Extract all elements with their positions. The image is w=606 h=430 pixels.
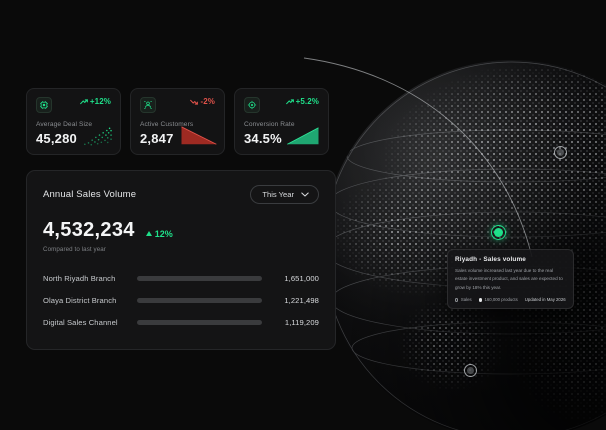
- tooltip-updated: Updated in May 2026: [524, 297, 566, 303]
- trend-down-icon: [190, 99, 199, 105]
- tooltip-footer: Sales 160,000 products Updated in May 20…: [455, 297, 566, 302]
- annual-sales-panel: Annual Sales Volume This Year 4,532,234 …: [26, 170, 336, 350]
- target-icon: [244, 97, 260, 113]
- table-row[interactable]: North Riyadh Branch 1,651,000: [43, 267, 319, 289]
- kpi-sparkline-scatter-up: [84, 127, 112, 146]
- globe-marker-europe[interactable]: [554, 146, 567, 159]
- marker-core-icon: [494, 228, 503, 237]
- tooltip-body: Sales volume increased last year due to …: [455, 268, 563, 290]
- row-label: North Riyadh Branch: [43, 273, 116, 283]
- trend-up-icon: [80, 98, 88, 104]
- kpi-label: Conversion Rate: [244, 121, 295, 128]
- table-row[interactable]: Digital Sales Channel 1,119,209: [43, 311, 319, 333]
- chevron-down-icon: [301, 192, 309, 197]
- tooltip-legend-sales: Sales: [455, 297, 472, 302]
- kpi-delta-badge: +12%: [80, 97, 111, 106]
- hero-subtitle: Compared to last year: [43, 246, 106, 253]
- kpi-delta-value: +5.2%: [295, 97, 319, 106]
- kpi-header: -2%: [140, 97, 215, 113]
- kpi-value: 2,847: [140, 131, 174, 146]
- kpi-delta-value: +12%: [89, 97, 111, 106]
- marker-ring-icon: [554, 146, 567, 159]
- kpi-value: 34.5%: [244, 131, 282, 146]
- trend-up-icon: [285, 98, 294, 104]
- kpi-value: 45,280: [36, 131, 77, 146]
- kpi-card-conversion-rate[interactable]: +5.2% Conversion Rate 34.5%: [234, 88, 329, 155]
- row-value: 1,119,209: [284, 317, 319, 327]
- hero-value: 4,532,234: [43, 219, 135, 241]
- hero-metric: 4,532,234 12%: [43, 219, 319, 242]
- marker-core-icon: [467, 367, 474, 374]
- marker-ring-icon: [464, 364, 477, 377]
- row-value: 1,221,498: [284, 295, 319, 305]
- tooltip-title: Riyadh - Sales volume: [455, 256, 526, 263]
- legend-label: 160,000 products: [484, 297, 518, 303]
- page-title: Annual Sales Volume: [43, 189, 137, 200]
- globe-visual: [322, 60, 606, 430]
- tooltip-legend-products: 160,000 products: [478, 297, 518, 303]
- row-label: Digital Sales Channel: [43, 317, 118, 327]
- kpi-label: Active Customers: [140, 121, 194, 128]
- hero-delta: 12%: [145, 228, 173, 239]
- chip-icon: [36, 97, 52, 113]
- kpi-header: +5.2%: [244, 97, 319, 113]
- period-select[interactable]: This Year: [250, 185, 319, 204]
- globe-marker-africa[interactable]: [464, 364, 477, 377]
- progress-bar-track: [137, 319, 262, 325]
- kpi-header: +12%: [36, 97, 111, 113]
- progress-bar-track: [137, 275, 262, 281]
- kpi-delta-value: -2%: [200, 97, 215, 106]
- panel-header: Annual Sales Volume This Year: [43, 185, 319, 204]
- progress-bar-track: [137, 297, 262, 303]
- marker-core-icon: [557, 149, 564, 156]
- period-select-value: This Year: [262, 190, 294, 199]
- kpi-delta-badge: +5.2%: [285, 97, 319, 106]
- kpi-label: Average Deal Size: [36, 121, 93, 128]
- kpi-card-active-customers[interactable]: -2% Active Customers 2,847: [130, 88, 225, 155]
- row-value: 1,651,000: [284, 273, 319, 283]
- row-label: Olaya District Branch: [43, 295, 117, 305]
- triangle-up-icon: [145, 231, 152, 236]
- users-icon: [140, 97, 156, 113]
- table-row[interactable]: Olaya District Branch 1,221,498: [43, 289, 319, 311]
- globe-tooltip: Riyadh - Sales volume Sales volume incre…: [447, 249, 574, 310]
- globe-marker-riyadh[interactable]: [491, 225, 506, 240]
- kpi-sparkline-area-down: [181, 126, 217, 145]
- kpi-card-average-deal-size[interactable]: +12% Average Deal Size 45,280: [26, 88, 121, 155]
- legend-swatch-icon: [455, 298, 459, 302]
- kpi-delta-badge: -2%: [190, 97, 215, 106]
- branch-bar-list: North Riyadh Branch 1,651,000 Olaya Dist…: [43, 267, 319, 333]
- kpi-sparkline-area-up: [287, 127, 319, 145]
- legend-swatch-icon: [478, 298, 483, 302]
- hero-delta-value: 12%: [154, 228, 173, 239]
- legend-label: Sales: [460, 297, 472, 303]
- kpi-card-group: +12% Average Deal Size 45,280: [26, 88, 329, 155]
- globe-sphere: [322, 60, 606, 430]
